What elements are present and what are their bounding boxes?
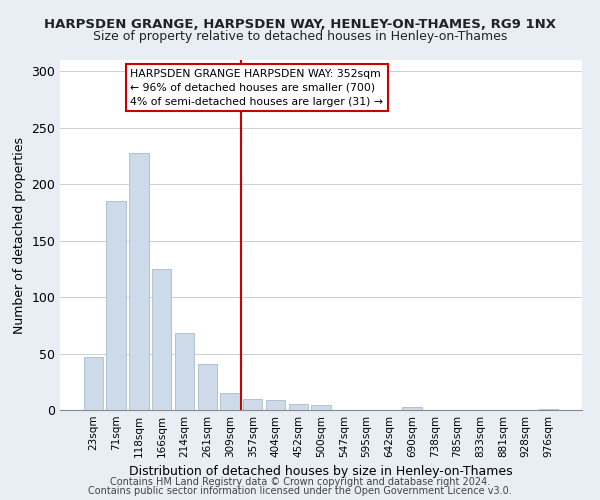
Bar — [243, 398, 262, 410]
Y-axis label: Number of detached properties: Number of detached properties — [13, 136, 26, 334]
Bar — [129, 152, 149, 410]
Bar — [197, 364, 217, 410]
Bar — [175, 333, 194, 410]
Bar — [152, 269, 172, 410]
Text: Contains public sector information licensed under the Open Government Licence v3: Contains public sector information licen… — [88, 486, 512, 496]
Text: Size of property relative to detached houses in Henley-on-Thames: Size of property relative to detached ho… — [93, 30, 507, 43]
Bar — [539, 409, 558, 410]
Bar — [266, 400, 285, 410]
Bar — [84, 357, 103, 410]
Text: Contains HM Land Registry data © Crown copyright and database right 2024.: Contains HM Land Registry data © Crown c… — [110, 477, 490, 487]
Text: HARPSDEN GRANGE, HARPSDEN WAY, HENLEY-ON-THAMES, RG9 1NX: HARPSDEN GRANGE, HARPSDEN WAY, HENLEY-ON… — [44, 18, 556, 30]
Bar — [403, 406, 422, 410]
Text: HARPSDEN GRANGE HARPSDEN WAY: 352sqm
← 96% of detached houses are smaller (700)
: HARPSDEN GRANGE HARPSDEN WAY: 352sqm ← 9… — [130, 69, 383, 107]
Bar — [311, 406, 331, 410]
Bar — [106, 201, 126, 410]
Bar — [220, 393, 239, 410]
Bar — [289, 404, 308, 410]
X-axis label: Distribution of detached houses by size in Henley-on-Thames: Distribution of detached houses by size … — [129, 466, 513, 478]
